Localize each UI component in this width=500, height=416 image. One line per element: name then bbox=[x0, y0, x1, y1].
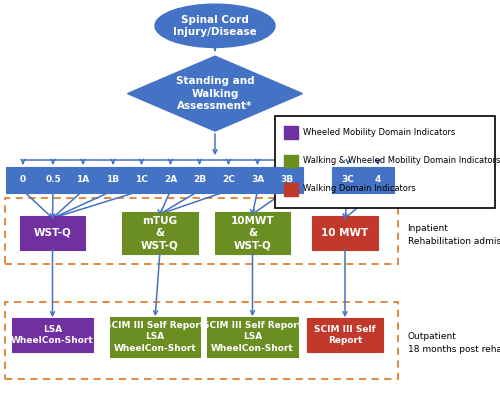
FancyBboxPatch shape bbox=[66, 167, 100, 193]
Text: 10MWT
&
WST-Q: 10MWT & WST-Q bbox=[230, 215, 274, 250]
FancyBboxPatch shape bbox=[307, 318, 383, 352]
Text: 0.5: 0.5 bbox=[45, 175, 61, 184]
Text: 2A: 2A bbox=[164, 175, 177, 184]
Text: SCIM III Self Report
LSA
WheelCon-Short: SCIM III Self Report LSA WheelCon-Short bbox=[203, 321, 302, 352]
Text: 0: 0 bbox=[20, 175, 26, 184]
FancyBboxPatch shape bbox=[110, 317, 200, 357]
FancyBboxPatch shape bbox=[96, 167, 130, 193]
FancyBboxPatch shape bbox=[362, 167, 394, 193]
Text: SCIM III Self Report
LSA
WheelCon-Short: SCIM III Self Report LSA WheelCon-Short bbox=[106, 321, 204, 352]
Ellipse shape bbox=[155, 4, 275, 47]
FancyBboxPatch shape bbox=[20, 216, 85, 250]
FancyBboxPatch shape bbox=[125, 167, 158, 193]
Text: 3B: 3B bbox=[280, 175, 293, 184]
Text: 2C: 2C bbox=[222, 175, 235, 184]
FancyBboxPatch shape bbox=[208, 317, 298, 357]
FancyBboxPatch shape bbox=[12, 318, 92, 352]
Text: Inpatient
Rehabilitation admission & discharge: Inpatient Rehabilitation admission & dis… bbox=[408, 224, 500, 246]
FancyBboxPatch shape bbox=[212, 167, 245, 193]
Text: WST-Q: WST-Q bbox=[34, 228, 72, 238]
FancyBboxPatch shape bbox=[241, 167, 274, 193]
Text: 2B: 2B bbox=[193, 175, 206, 184]
FancyBboxPatch shape bbox=[122, 212, 198, 254]
Text: mTUG
&
WST-Q: mTUG & WST-Q bbox=[141, 215, 179, 250]
FancyBboxPatch shape bbox=[284, 183, 298, 196]
Text: SCIM III Self
Report: SCIM III Self Report bbox=[314, 325, 376, 345]
FancyBboxPatch shape bbox=[275, 116, 495, 208]
FancyBboxPatch shape bbox=[36, 167, 70, 193]
Text: 3A: 3A bbox=[251, 175, 264, 184]
FancyBboxPatch shape bbox=[215, 212, 290, 254]
Text: Wheeled Mobility Domain Indicators: Wheeled Mobility Domain Indicators bbox=[303, 128, 456, 137]
Text: 10 MWT: 10 MWT bbox=[322, 228, 368, 238]
FancyBboxPatch shape bbox=[284, 155, 298, 167]
Text: 1C: 1C bbox=[135, 175, 148, 184]
Polygon shape bbox=[128, 56, 302, 131]
FancyBboxPatch shape bbox=[154, 167, 187, 193]
FancyBboxPatch shape bbox=[183, 167, 216, 193]
Text: 3C: 3C bbox=[342, 175, 354, 184]
Text: Spinal Cord
Injury/Disease: Spinal Cord Injury/Disease bbox=[173, 15, 257, 37]
FancyBboxPatch shape bbox=[312, 216, 378, 250]
FancyBboxPatch shape bbox=[332, 167, 364, 193]
Text: Walking Domain Indicators: Walking Domain Indicators bbox=[303, 184, 416, 193]
FancyBboxPatch shape bbox=[284, 126, 298, 139]
FancyBboxPatch shape bbox=[6, 167, 40, 193]
Text: Walking & Wheeled Mobility Domain Indicators: Walking & Wheeled Mobility Domain Indica… bbox=[303, 156, 500, 165]
Text: LSA
WheelCon-Short: LSA WheelCon-Short bbox=[11, 325, 94, 345]
Text: Outpatient
18 months post rehabilitaion admission: Outpatient 18 months post rehabilitaion … bbox=[408, 332, 500, 354]
Text: 1B: 1B bbox=[106, 175, 120, 184]
FancyBboxPatch shape bbox=[270, 167, 303, 193]
Text: 1A: 1A bbox=[76, 175, 90, 184]
Text: Standing and
Walking
Assessment*: Standing and Walking Assessment* bbox=[176, 76, 254, 111]
Text: 4: 4 bbox=[375, 175, 381, 184]
